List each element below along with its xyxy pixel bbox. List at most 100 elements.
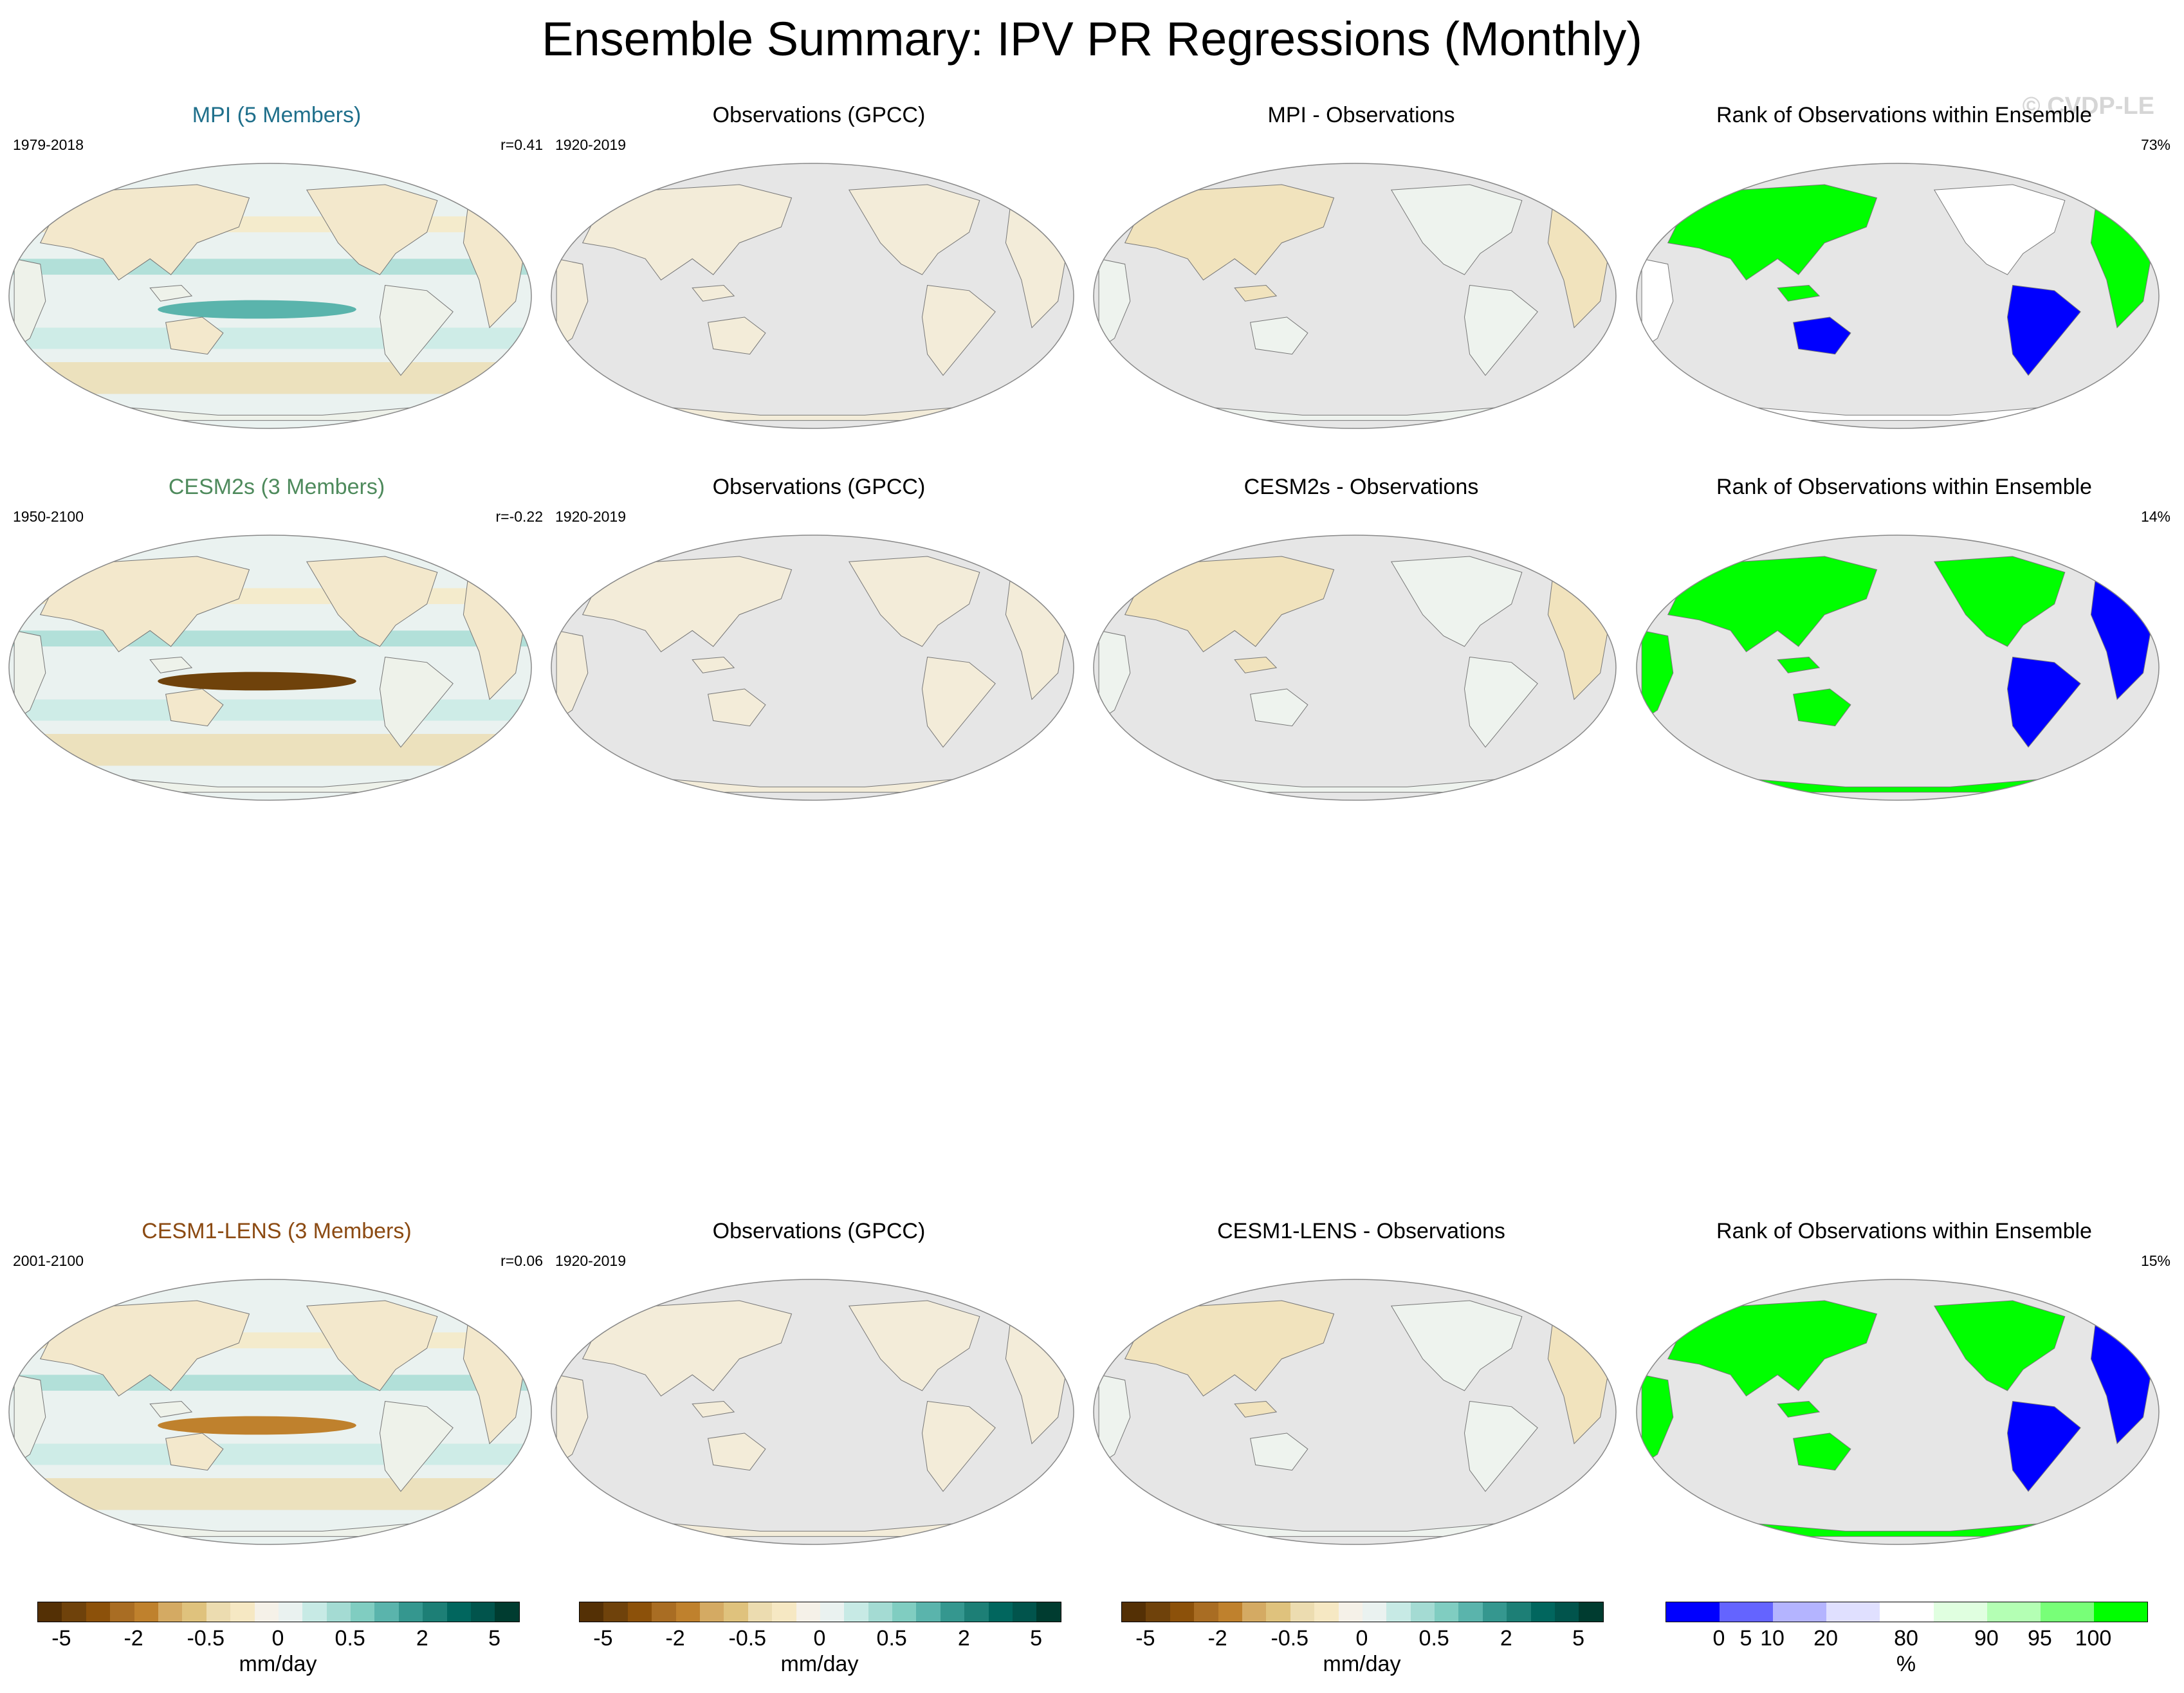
- continent-outline: [1933, 184, 2066, 275]
- colorbar-swatch: [1266, 1602, 1290, 1622]
- colorbar-swatch: [38, 1602, 62, 1622]
- continent-outline: [1464, 284, 1538, 376]
- continent-outline: [921, 656, 996, 748]
- continent-outline: [1464, 1400, 1538, 1492]
- colorbar-tick-label: -0.5: [187, 1626, 225, 1651]
- model-map: [8, 1279, 532, 1545]
- continent-outline: [708, 316, 766, 355]
- continent-outline: [165, 1432, 224, 1471]
- rank-colorbar: 0 5 10 20 80 90 95 100%: [1666, 1602, 2148, 1685]
- period-label: 1950-2100: [13, 508, 84, 525]
- colorbar-tick-label: 90: [1974, 1626, 1999, 1651]
- obs-map: [551, 1279, 1074, 1545]
- colorbar-tick-label: 2: [1500, 1626, 1512, 1651]
- continent-outline: [1464, 656, 1538, 748]
- colorbar-tick-label: 5: [488, 1626, 501, 1651]
- continent-outline: [165, 688, 224, 727]
- colorbar-swatch: [748, 1602, 773, 1622]
- continent-outline: [692, 656, 735, 673]
- colorbar-swatch: [326, 1602, 351, 1622]
- continent-outline: [1390, 184, 1523, 275]
- anomaly-band: [9, 1375, 531, 1391]
- continent-outline: [582, 184, 793, 280]
- anomaly-band: [9, 362, 531, 394]
- rank-panel-title: Rank of Observations within Ensemble: [1716, 475, 2092, 499]
- colorbar-tick-label: 2: [416, 1626, 428, 1651]
- obs-panel-title: Observations (GPCC): [712, 103, 926, 127]
- colorbar-tick-label: -0.5: [1271, 1626, 1309, 1651]
- model-map: [8, 163, 532, 429]
- anomaly-band: [9, 327, 531, 349]
- colorbar-swatch: [1579, 1602, 1603, 1622]
- colorbar-tick-label: 5: [1572, 1626, 1585, 1651]
- colorbar-swatch: [1507, 1602, 1531, 1622]
- colorbar-swatch: [940, 1602, 965, 1622]
- continent-outline: [149, 1400, 193, 1418]
- colorbar-swatch: [1410, 1602, 1435, 1622]
- anomaly-band: [9, 1478, 531, 1510]
- continent-outline: [848, 184, 980, 275]
- colorbar-swatch: [1013, 1602, 1037, 1622]
- colorbar-tick-label: -2: [124, 1626, 143, 1651]
- obs-map: [551, 163, 1074, 429]
- colorbar-tick-label: 0: [271, 1626, 284, 1651]
- page-title: Ensemble Summary: IPV PR Regressions (Mo…: [542, 12, 1642, 66]
- colorbar-swatch: [652, 1602, 676, 1622]
- rank-percent-label: 14%: [2140, 508, 2170, 525]
- continent-outline: [1667, 556, 1878, 652]
- obs-panel-title: Observations (GPCC): [712, 475, 926, 499]
- continent-outline: [921, 284, 996, 376]
- colorbar-swatch: [844, 1602, 868, 1622]
- map-boundary: [551, 163, 1074, 429]
- precip-colorbar: -5 -2 -0.5 0 0.5 2 5 mm/day: [1121, 1602, 1604, 1685]
- continent-outline: [379, 284, 454, 376]
- rank-panel-title: Rank of Observations within Ensemble: [1716, 1219, 2092, 1243]
- rank-panel: Rank of Observations within Ensemble 15%: [1634, 1219, 2174, 1553]
- colorbar-swatch: [675, 1602, 700, 1622]
- colorbar-swatch: [1218, 1602, 1242, 1622]
- colorbar-tick-label: -5: [51, 1626, 71, 1651]
- continent-outline: [1234, 656, 1278, 673]
- rank-panel: Rank of Observations within Ensemble 14%: [1634, 475, 2174, 809]
- map-boundary: [8, 535, 532, 801]
- colorbar-unit-label: mm/day: [780, 1652, 859, 1676]
- model-panel-title: CESM2s (3 Members): [168, 475, 385, 499]
- diff-map: [1093, 163, 1617, 429]
- colorbar-tick-label: 10: [1760, 1626, 1785, 1651]
- continent-outline: [2006, 1400, 2081, 1492]
- colorbar-swatch: [699, 1602, 724, 1622]
- colorbar-unit-label: mm/day: [239, 1652, 317, 1676]
- diff-panel: CESM1-LENS - Observations: [1091, 1219, 1631, 1553]
- continent-outline: [149, 656, 193, 673]
- colorbar-tick-label: 20: [1813, 1626, 1838, 1651]
- colorbar-tick-label: 95: [2028, 1626, 2052, 1651]
- diff-panel: CESM2s - Observations: [1091, 475, 1631, 809]
- rank-map: [1636, 163, 2160, 429]
- rank-map: [1636, 535, 2160, 801]
- colorbar-swatch: [1933, 1602, 1987, 1622]
- map-boundary: [8, 163, 532, 429]
- anomaly-band: [9, 1443, 531, 1465]
- colorbar-swatch: [724, 1602, 748, 1622]
- continent-outline: [1124, 1300, 1335, 1396]
- colorbar-swatch: [1290, 1602, 1315, 1622]
- colorbar-swatch: [1036, 1602, 1061, 1622]
- equatorial-pacific-anomaly: [158, 1416, 356, 1435]
- continent-outline: [39, 1300, 250, 1396]
- colorbar-swatch: [1987, 1602, 2041, 1622]
- continent-outline: [1777, 656, 1821, 673]
- rank-percent-label: 15%: [2140, 1252, 2170, 1269]
- colorbar-swatch: [1146, 1602, 1170, 1622]
- colorbar-tick-label: -2: [1207, 1626, 1227, 1651]
- colorbar-swatch: [796, 1602, 820, 1622]
- continent-outline: [1234, 1400, 1278, 1418]
- colorbar-swatch: [1482, 1602, 1507, 1622]
- continent-outline: [1124, 556, 1335, 652]
- model-panel-title: CESM1-LENS (3 Members): [142, 1219, 412, 1243]
- rank-panel: Rank of Observations within Ensemble 73%: [1634, 103, 2174, 437]
- colorbar-tick-label: -2: [665, 1626, 685, 1651]
- map-boundary: [8, 1279, 532, 1545]
- continent-outline: [1667, 1300, 1878, 1396]
- continent-outline: [1933, 556, 2066, 647]
- colorbar-tick-label: -0.5: [728, 1626, 767, 1651]
